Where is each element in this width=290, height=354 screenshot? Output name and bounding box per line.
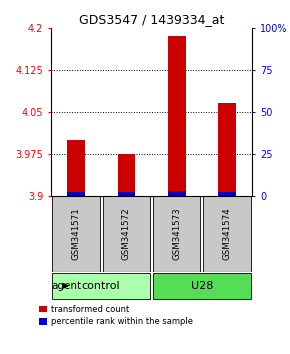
Bar <box>103 196 150 272</box>
Text: control: control <box>82 281 120 291</box>
Legend: transformed count, percentile rank within the sample: transformed count, percentile rank withi… <box>39 305 193 326</box>
Title: GDS3547 / 1439334_at: GDS3547 / 1439334_at <box>79 13 224 27</box>
Bar <box>218 193 236 196</box>
Bar <box>117 154 135 196</box>
Text: agent: agent <box>52 281 82 291</box>
Text: GSM341574: GSM341574 <box>223 207 232 260</box>
Text: GSM341571: GSM341571 <box>71 207 80 260</box>
Bar <box>67 140 85 196</box>
Bar <box>117 193 135 196</box>
Bar <box>168 36 186 196</box>
Bar <box>168 191 186 196</box>
Text: GSM341573: GSM341573 <box>172 207 181 260</box>
Bar <box>52 196 100 272</box>
Bar <box>203 196 251 272</box>
Bar <box>153 196 200 272</box>
Bar <box>153 273 251 299</box>
Bar <box>67 193 85 196</box>
Bar <box>218 103 236 196</box>
Text: GSM341572: GSM341572 <box>122 207 131 260</box>
Bar <box>52 273 150 299</box>
Text: U28: U28 <box>191 281 213 291</box>
